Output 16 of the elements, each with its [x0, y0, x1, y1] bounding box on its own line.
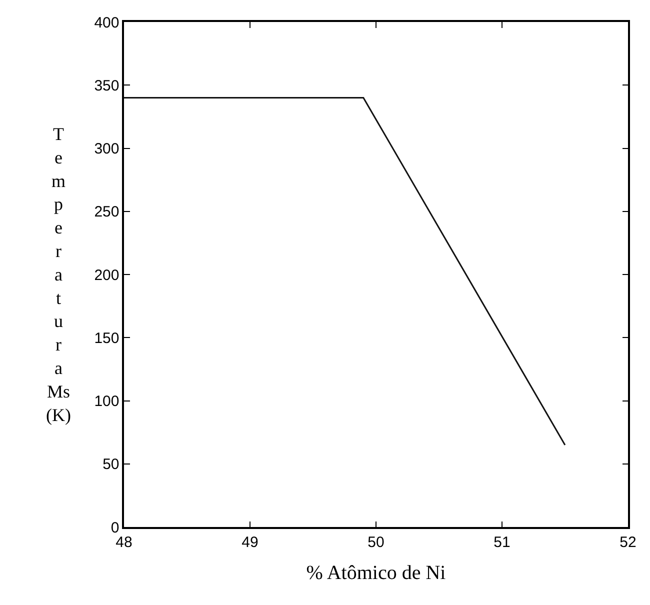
- y-tick-label: 100: [94, 393, 120, 410]
- y-tick-label: 300: [94, 140, 120, 158]
- text: Temperatura Ms (K): [46, 124, 71, 425]
- y-tick-label: 0: [110, 519, 120, 536]
- y-tick-label: 350: [94, 77, 120, 94]
- y-tick-label: 150: [94, 330, 120, 347]
- x-tick-label: 49: [242, 534, 258, 551]
- x-tick-label: 51: [494, 534, 510, 551]
- x-tick-label: 48: [116, 534, 132, 551]
- y-tick-label: 50: [102, 456, 120, 474]
- y-tick-label: 250: [94, 204, 120, 221]
- y-tick-label: 200: [94, 266, 120, 284]
- y-tick-label: 400: [94, 14, 120, 32]
- x-axis-title: % Atômico de Ni: [306, 562, 446, 584]
- x-tick-label: 50: [368, 534, 384, 551]
- x-tick-label: 52: [620, 534, 636, 551]
